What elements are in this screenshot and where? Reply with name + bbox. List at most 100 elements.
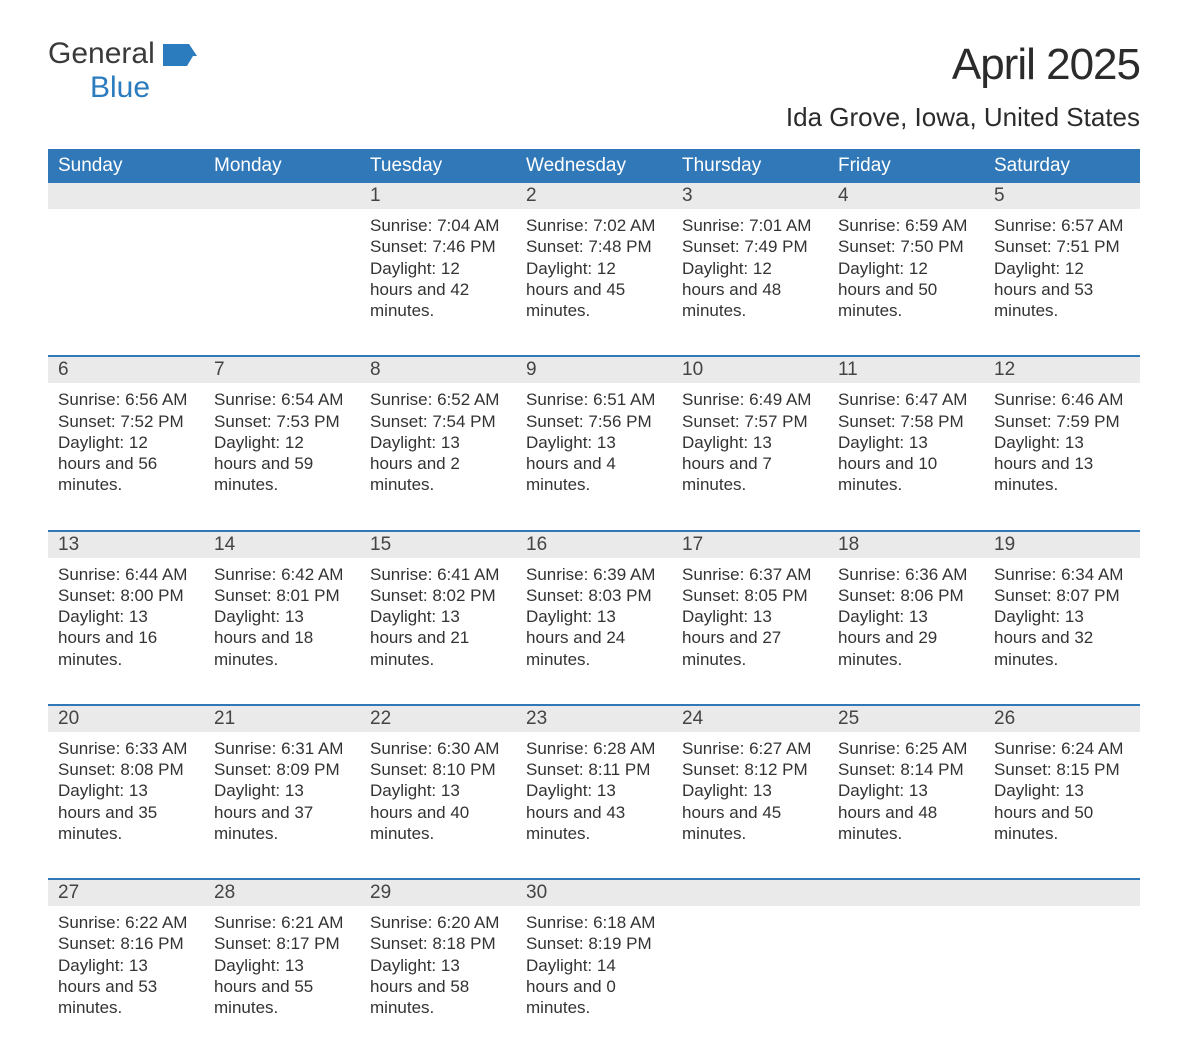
day-number: 25 — [828, 706, 984, 732]
day-number: 1 — [360, 183, 516, 209]
daynum-row: 27282930 — [48, 880, 1140, 906]
day-cell: Sunrise: 6:41 AMSunset: 8:02 PMDaylight:… — [360, 558, 516, 690]
daynum-row: 20212223242526 — [48, 706, 1140, 732]
sunrise-label: Sunrise: 6:20 AM — [370, 912, 506, 933]
sunrise-label: Sunrise: 6:42 AM — [214, 564, 350, 585]
logo-text: General Blue — [48, 40, 197, 102]
dow-cell: Wednesday — [516, 149, 672, 183]
page-title: April 2025 — [786, 40, 1140, 90]
daynum-row: 12345 — [48, 183, 1140, 209]
day-cell — [48, 209, 204, 341]
daylight-label: Daylight: 13 hours and 24 minutes. — [526, 606, 662, 670]
day-number: 29 — [360, 880, 516, 906]
sunset-label: Sunset: 8:11 PM — [526, 759, 662, 780]
sunrise-label: Sunrise: 6:33 AM — [58, 738, 194, 759]
sunset-label: Sunset: 7:50 PM — [838, 236, 974, 257]
sunset-label: Sunset: 8:10 PM — [370, 759, 506, 780]
daynum-row: 6789101112 — [48, 357, 1140, 383]
day-number: 9 — [516, 357, 672, 383]
sunset-label: Sunset: 8:15 PM — [994, 759, 1130, 780]
day-cell: Sunrise: 6:49 AMSunset: 7:57 PMDaylight:… — [672, 383, 828, 515]
day-number: 23 — [516, 706, 672, 732]
sunrise-label: Sunrise: 6:54 AM — [214, 389, 350, 410]
day-number: 17 — [672, 532, 828, 558]
sunrise-label: Sunrise: 6:44 AM — [58, 564, 194, 585]
sunrise-label: Sunrise: 6:51 AM — [526, 389, 662, 410]
daylight-label: Daylight: 13 hours and 35 minutes. — [58, 780, 194, 844]
daylight-label: Daylight: 13 hours and 16 minutes. — [58, 606, 194, 670]
day-cell: Sunrise: 6:36 AMSunset: 8:06 PMDaylight:… — [828, 558, 984, 690]
day-number: 16 — [516, 532, 672, 558]
dow-header-row: SundayMondayTuesdayWednesdayThursdayFrid… — [48, 149, 1140, 183]
daylight-label: Daylight: 13 hours and 13 minutes. — [994, 432, 1130, 496]
day-number: 30 — [516, 880, 672, 906]
sunset-label: Sunset: 8:02 PM — [370, 585, 506, 606]
day-cell: Sunrise: 6:54 AMSunset: 7:53 PMDaylight:… — [204, 383, 360, 515]
sunset-label: Sunset: 8:12 PM — [682, 759, 818, 780]
sunrise-label: Sunrise: 7:01 AM — [682, 215, 818, 236]
daylight-label: Daylight: 13 hours and 18 minutes. — [214, 606, 350, 670]
day-cell: Sunrise: 6:22 AMSunset: 8:16 PMDaylight:… — [48, 906, 204, 1038]
sunrise-label: Sunrise: 6:41 AM — [370, 564, 506, 585]
day-cell: Sunrise: 6:39 AMSunset: 8:03 PMDaylight:… — [516, 558, 672, 690]
daylight-label: Daylight: 12 hours and 45 minutes. — [526, 258, 662, 322]
day-number: 4 — [828, 183, 984, 209]
dow-cell: Saturday — [984, 149, 1140, 183]
daylight-label: Daylight: 12 hours and 42 minutes. — [370, 258, 506, 322]
week-row: 6789101112Sunrise: 6:56 AMSunset: 7:52 P… — [48, 355, 1140, 515]
daylight-label: Daylight: 13 hours and 50 minutes. — [994, 780, 1130, 844]
logo-line2: Blue — [48, 74, 197, 103]
sunset-label: Sunset: 7:53 PM — [214, 411, 350, 432]
day-number: 27 — [48, 880, 204, 906]
daylight-label: Daylight: 13 hours and 55 minutes. — [214, 955, 350, 1019]
sunrise-label: Sunrise: 6:25 AM — [838, 738, 974, 759]
day-cell — [204, 209, 360, 341]
day-number: 21 — [204, 706, 360, 732]
sunset-label: Sunset: 7:56 PM — [526, 411, 662, 432]
sunrise-label: Sunrise: 6:37 AM — [682, 564, 818, 585]
location-label: Ida Grove, Iowa, United States — [786, 102, 1140, 133]
sunset-label: Sunset: 7:54 PM — [370, 411, 506, 432]
sunrise-label: Sunrise: 6:22 AM — [58, 912, 194, 933]
daylight-label: Daylight: 13 hours and 27 minutes. — [682, 606, 818, 670]
day-number: 12 — [984, 357, 1140, 383]
day-cell: Sunrise: 6:56 AMSunset: 7:52 PMDaylight:… — [48, 383, 204, 515]
daylight-label: Daylight: 13 hours and 43 minutes. — [526, 780, 662, 844]
day-cell: Sunrise: 6:33 AMSunset: 8:08 PMDaylight:… — [48, 732, 204, 864]
daylight-label: Daylight: 12 hours and 59 minutes. — [214, 432, 350, 496]
day-cell: Sunrise: 6:52 AMSunset: 7:54 PMDaylight:… — [360, 383, 516, 515]
day-cell: Sunrise: 6:34 AMSunset: 8:07 PMDaylight:… — [984, 558, 1140, 690]
sunrise-label: Sunrise: 6:34 AM — [994, 564, 1130, 585]
daylight-label: Daylight: 13 hours and 58 minutes. — [370, 955, 506, 1019]
sunset-label: Sunset: 8:09 PM — [214, 759, 350, 780]
day-cell: Sunrise: 6:42 AMSunset: 8:01 PMDaylight:… — [204, 558, 360, 690]
day-cell: Sunrise: 6:21 AMSunset: 8:17 PMDaylight:… — [204, 906, 360, 1038]
day-number: 18 — [828, 532, 984, 558]
sunset-label: Sunset: 8:07 PM — [994, 585, 1130, 606]
sunset-label: Sunset: 8:06 PM — [838, 585, 974, 606]
logo-line1: General — [48, 37, 155, 70]
week-row: 27282930Sunrise: 6:22 AMSunset: 8:16 PMD… — [48, 878, 1140, 1038]
day-number: 26 — [984, 706, 1140, 732]
day-cell: Sunrise: 6:51 AMSunset: 7:56 PMDaylight:… — [516, 383, 672, 515]
day-cell: Sunrise: 6:57 AMSunset: 7:51 PMDaylight:… — [984, 209, 1140, 341]
day-number — [828, 880, 984, 906]
sunrise-label: Sunrise: 6:31 AM — [214, 738, 350, 759]
day-number: 15 — [360, 532, 516, 558]
daylight-label: Daylight: 13 hours and 10 minutes. — [838, 432, 974, 496]
day-number: 13 — [48, 532, 204, 558]
sunrise-label: Sunrise: 6:39 AM — [526, 564, 662, 585]
calendar: SundayMondayTuesdayWednesdayThursdayFrid… — [48, 149, 1140, 1038]
day-cell: Sunrise: 6:44 AMSunset: 8:00 PMDaylight:… — [48, 558, 204, 690]
daylight-label: Daylight: 12 hours and 50 minutes. — [838, 258, 974, 322]
sunrise-label: Sunrise: 7:02 AM — [526, 215, 662, 236]
day-cell: Sunrise: 6:37 AMSunset: 8:05 PMDaylight:… — [672, 558, 828, 690]
daylight-label: Daylight: 12 hours and 56 minutes. — [58, 432, 194, 496]
day-cell: Sunrise: 6:24 AMSunset: 8:15 PMDaylight:… — [984, 732, 1140, 864]
day-number: 22 — [360, 706, 516, 732]
day-cell: Sunrise: 6:47 AMSunset: 7:58 PMDaylight:… — [828, 383, 984, 515]
sunrise-label: Sunrise: 6:24 AM — [994, 738, 1130, 759]
sunrise-label: Sunrise: 6:59 AM — [838, 215, 974, 236]
daylight-label: Daylight: 13 hours and 32 minutes. — [994, 606, 1130, 670]
day-number — [984, 880, 1140, 906]
